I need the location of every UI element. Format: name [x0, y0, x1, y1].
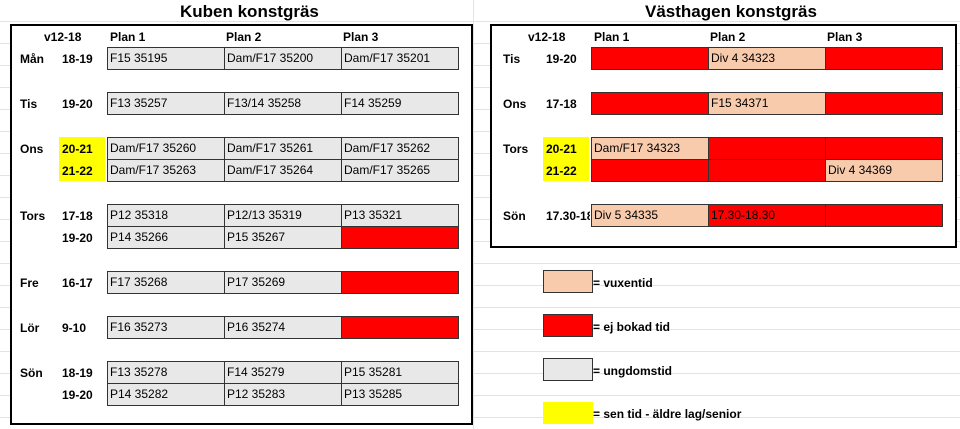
kuben-day-ons: Ons — [20, 142, 44, 156]
kuben-slot[interactable]: Dam/F17 35260 — [107, 137, 225, 160]
kuben-slot[interactable]: Dam/F17 35265 — [341, 159, 459, 182]
vasthagen-time: 20-21 — [546, 142, 577, 156]
vasthagen-day-son: Sön — [503, 209, 526, 223]
kuben-slot[interactable]: P16 35274 — [224, 316, 342, 339]
kuben-slot[interactable]: F13/14 35258 — [224, 92, 342, 115]
vasthagen-time: 17.30-18.30 — [546, 209, 590, 223]
kuben-time: 19-20 — [62, 388, 93, 402]
kuben-slot[interactable]: Dam/F17 35261 — [224, 137, 342, 160]
vasthagen-slot-unbooked[interactable]: 17.30-18.30 — [708, 204, 826, 227]
kuben-slot[interactable]: P13 35285 — [341, 383, 459, 406]
vasthagen-slot-unbooked[interactable] — [591, 92, 709, 115]
vasthagen-slot-unbooked[interactable] — [708, 159, 826, 182]
vasthagen-plan1-header: Plan 1 — [594, 30, 630, 44]
legend-swatch-adult — [543, 270, 593, 293]
vasthagen-title: Västhagen konstgräs — [645, 2, 817, 21]
legend-swatch-youth — [543, 358, 593, 381]
kuben-slot[interactable]: Dam/F17 35264 — [224, 159, 342, 182]
vasthagen-slot-adult[interactable]: Div 4 34323 — [708, 47, 826, 70]
kuben-day-man: Mån — [20, 52, 44, 66]
vasthagen-slot-unbooked[interactable] — [708, 137, 826, 160]
legend-label-youth: = ungdomstid — [593, 364, 672, 378]
kuben-time: 18-19 — [62, 52, 93, 66]
kuben-slot[interactable]: F15 35195 — [107, 47, 225, 70]
kuben-slot[interactable]: P14 35266 — [107, 226, 225, 249]
vasthagen-slot-unbooked[interactable] — [591, 159, 709, 182]
legend-label-adult: = vuxentid — [593, 276, 653, 290]
vasthagen-slot-adult[interactable]: Div 5 34335 — [591, 204, 709, 227]
vasthagen-day-ons: Ons — [503, 97, 527, 111]
kuben-day-son: Sön — [20, 366, 43, 380]
legend-swatch-unbooked — [543, 314, 593, 337]
kuben-slot[interactable]: F17 35268 — [107, 271, 225, 294]
vasthagen-late-time-highlight — [543, 137, 589, 181]
kuben-plan2-header: Plan 2 — [226, 30, 262, 44]
vasthagen-week-header: v12-18 — [528, 30, 566, 44]
vasthagen-slot-unbooked[interactable] — [825, 47, 943, 70]
kuben-day-fre: Fre — [20, 276, 39, 290]
kuben-slot[interactable]: P12 35283 — [224, 383, 342, 406]
kuben-slot[interactable]: P17 35269 — [224, 271, 342, 294]
kuben-time: 16-17 — [62, 276, 93, 290]
kuben-slot[interactable]: Dam/F17 35200 — [224, 47, 342, 70]
vasthagen-slot-adult[interactable]: F15 34371 — [708, 92, 826, 115]
legend-label-late: = sen tid - äldre lag/senior — [593, 407, 742, 421]
kuben-plan3-header: Plan 3 — [343, 30, 379, 44]
kuben-slot[interactable]: P14 35282 — [107, 383, 225, 406]
vasthagen-day-tors: Tors — [503, 142, 529, 156]
kuben-slot-unbooked[interactable] — [341, 316, 459, 339]
kuben-slot[interactable]: P12/13 35319 — [224, 204, 342, 227]
kuben-slot[interactable]: F13 35257 — [107, 92, 225, 115]
kuben-time: 19-20 — [62, 97, 93, 111]
vasthagen-slot-unbooked[interactable] — [825, 92, 943, 115]
kuben-slot[interactable]: P15 35281 — [341, 361, 459, 384]
kuben-time: 19-20 — [62, 231, 93, 245]
kuben-day-lor: Lör — [20, 321, 40, 335]
kuben-title: Kuben konstgräs — [180, 2, 319, 21]
vasthagen-slot-unbooked[interactable] — [825, 137, 943, 160]
vasthagen-slot-unbooked[interactable] — [591, 47, 709, 70]
kuben-day-tors: Tors — [20, 209, 46, 223]
kuben-plan1-header: Plan 1 — [110, 30, 146, 44]
kuben-week-header: v12-18 — [44, 30, 82, 44]
kuben-slot[interactable]: P12 35318 — [107, 204, 225, 227]
vasthagen-slot-adult[interactable]: Dam/F17 34323 — [591, 137, 709, 160]
legend-swatch-late — [543, 402, 593, 424]
kuben-slot[interactable]: F16 35273 — [107, 316, 225, 339]
vasthagen-time: 21-22 — [546, 164, 577, 178]
kuben-time: 18-19 — [62, 366, 93, 380]
kuben-late-time-highlight — [59, 137, 105, 181]
kuben-time: 21-22 — [62, 164, 93, 178]
vasthagen-day-tis: Tis — [503, 52, 521, 66]
legend-label-unbooked: = ej bokad tid — [593, 320, 671, 334]
kuben-slot[interactable]: P15 35267 — [224, 226, 342, 249]
kuben-time: 20-21 — [62, 142, 93, 156]
kuben-time: 17-18 — [62, 209, 93, 223]
kuben-slot[interactable]: F14 35279 — [224, 361, 342, 384]
kuben-slot[interactable]: F13 35278 — [107, 361, 225, 384]
kuben-slot[interactable]: Dam/F17 35263 — [107, 159, 225, 182]
kuben-day-tis: Tis — [20, 97, 38, 111]
vasthagen-time: 17-18 — [546, 97, 577, 111]
vasthagen-plan2-header: Plan 2 — [710, 30, 746, 44]
kuben-slot[interactable]: Dam/F17 35201 — [341, 47, 459, 70]
sheet-gridline — [473, 0, 474, 429]
kuben-slot[interactable]: P13 35321 — [341, 204, 459, 227]
vasthagen-slot-unbooked[interactable] — [825, 204, 943, 227]
vasthagen-time: 19-20 — [546, 52, 577, 66]
kuben-slot-unbooked[interactable] — [341, 271, 459, 294]
kuben-slot[interactable]: F14 35259 — [341, 92, 459, 115]
kuben-time: 9-10 — [62, 321, 87, 335]
kuben-slot[interactable]: Dam/F17 35262 — [341, 137, 459, 160]
vasthagen-slot-adult[interactable]: Div 4 34369 — [825, 159, 943, 182]
vasthagen-plan3-header: Plan 3 — [827, 30, 863, 44]
kuben-slot-unbooked[interactable] — [341, 226, 459, 249]
